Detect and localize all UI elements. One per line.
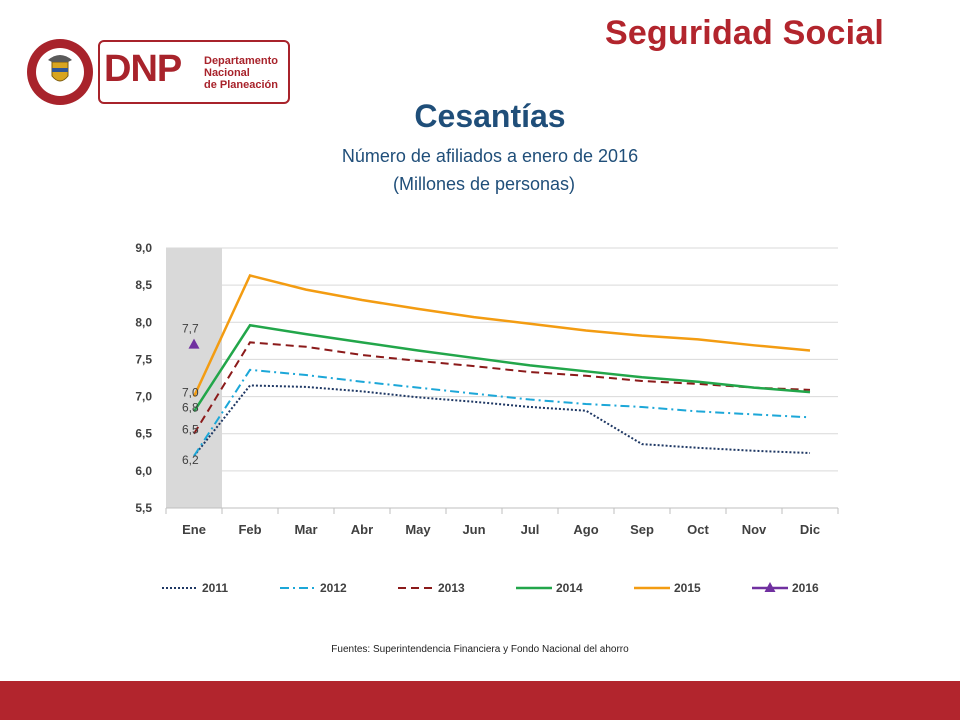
logo-subtitle: Departamento Nacional de Planeación — [204, 55, 288, 91]
data-label: 7,7 — [182, 322, 199, 336]
chart-title: Cesantías — [414, 98, 566, 134]
x-tick-label: May — [405, 522, 431, 537]
logo-line-2: Nacional — [204, 67, 250, 79]
legend-label-2013: 2013 — [438, 581, 465, 595]
x-tick-label: Feb — [238, 522, 261, 537]
legend-label-2016: 2016 — [792, 581, 819, 595]
coat-of-arms-seal-icon — [27, 39, 93, 105]
legend-marker-2016 — [764, 582, 776, 592]
x-tick-label: Dic — [800, 522, 820, 537]
y-tick-label: 9,0 — [135, 241, 152, 255]
source-note: Fuentes: Superintendencia Financiera y F… — [331, 644, 629, 655]
data-label: 6,8 — [182, 400, 199, 414]
logo-line-1: Departamento — [204, 55, 278, 67]
series-line-2012 — [193, 368, 811, 457]
data-label: 6,2 — [182, 453, 199, 467]
legend-label-2012: 2012 — [320, 581, 347, 595]
y-tick-label: 7,5 — [135, 352, 152, 366]
series-line-2014 — [192, 323, 811, 413]
series-line-2013 — [193, 341, 811, 435]
x-tick-label: Ago — [573, 522, 598, 537]
legend-label-2015: 2015 — [674, 581, 701, 595]
highlight-band — [166, 248, 222, 508]
legend-label-2014: 2014 — [556, 581, 583, 595]
footer-bar — [0, 681, 960, 720]
data-label: 6,5 — [182, 423, 199, 437]
chart-subtitle: Número de afiliados a enero de 2016 — [341, 146, 639, 166]
dnp-wordmark: DNP Departamento Nacional de Planeación — [98, 40, 290, 104]
x-tick-label: Abr — [351, 522, 373, 537]
section-title: Seguridad Social — [604, 14, 884, 52]
x-tick-label: Oct — [687, 522, 709, 537]
dnp-logo: DNP Departamento Nacional de Planeación — [26, 38, 292, 108]
series-line-2015 — [192, 274, 811, 398]
chart-units: (Millones de personas) — [392, 174, 576, 194]
x-tick-label: Jul — [521, 522, 540, 537]
line-chart: 5,5 6,0 6,5 7,0 7,5 8,0 8,5 9,0 Ene Feb Mar Abr May J… — [135, 241, 839, 595]
y-tick-label: 6,0 — [135, 464, 152, 478]
logo-line-3: de Planeación — [204, 79, 278, 91]
series-point-2016 — [188, 338, 200, 349]
series-line-2011 — [193, 384, 811, 457]
logo-acronym: DNP — [104, 48, 182, 90]
legend-label-2011: 2011 — [202, 581, 228, 595]
x-tick-label: Sep — [630, 522, 654, 537]
x-tick-label: Ene — [182, 522, 206, 537]
x-tick-label: Jun — [462, 522, 485, 537]
y-tick-label: 7,0 — [135, 390, 152, 404]
y-tick-label: 8,0 — [135, 315, 152, 329]
y-tick-label: 6,5 — [135, 427, 152, 441]
x-tick-label: Nov — [742, 522, 767, 537]
data-label: 7,0 — [182, 386, 199, 400]
y-tick-label: 8,5 — [135, 278, 152, 292]
y-tick-label: 5,5 — [135, 501, 152, 515]
x-tick-label: Mar — [294, 522, 317, 537]
